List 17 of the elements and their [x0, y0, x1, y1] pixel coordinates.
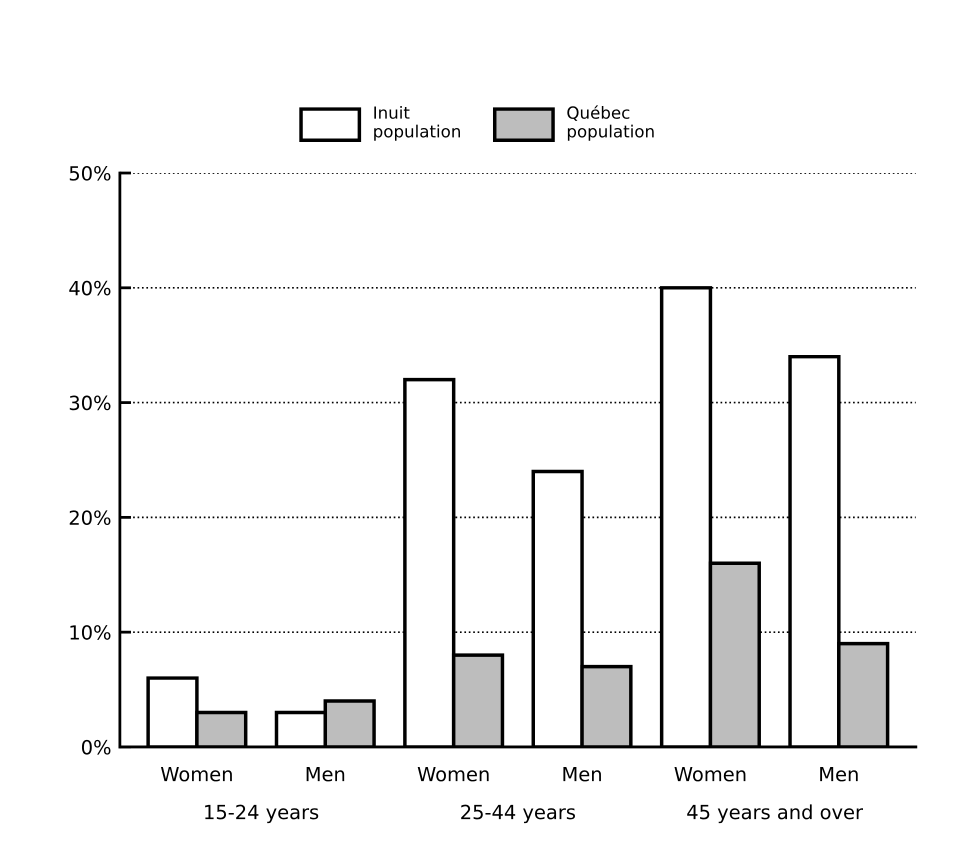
x-tick-label: Men — [820, 766, 858, 782]
legend-label: Québec population — [567, 105, 654, 141]
x-tick-label: Men — [563, 766, 601, 782]
y-tick-label: 10% — [70, 625, 110, 640]
text: 25-44 years — [461, 804, 576, 824]
x-tick-label: Women — [674, 766, 746, 782]
text: 15-24 years — [205, 804, 318, 824]
y-tick-label: 20% — [70, 510, 110, 526]
y-tick-label: 40% — [69, 280, 110, 296]
text: 45 years and over — [687, 804, 863, 824]
x-tick-label: Men — [306, 766, 344, 782]
legend-label: Inuit population — [374, 106, 460, 141]
y-tick-label: 30% — [70, 396, 110, 410]
x-tick-label: Women — [418, 766, 489, 782]
x-tick-label: Women — [160, 766, 232, 782]
y-tick-label: 0% — [82, 740, 110, 755]
y-tick-label: 50% — [70, 166, 110, 181]
